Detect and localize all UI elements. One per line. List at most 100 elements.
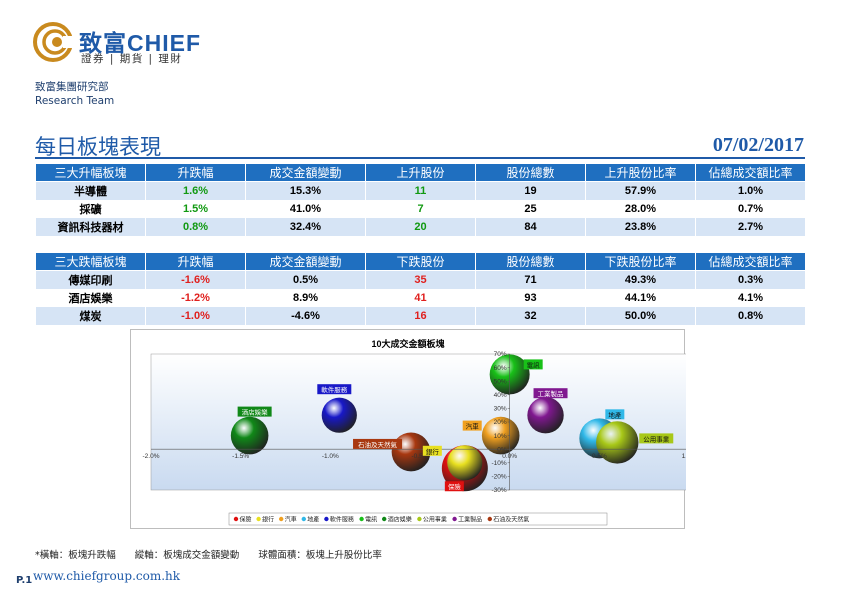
cell-turnover-change: 41.0% [245, 199, 366, 218]
y-tick-label: 30% [494, 406, 507, 413]
y-tick-label: 20% [494, 419, 507, 426]
website-link[interactable]: www.chiefgroup.com.hk [33, 569, 181, 583]
cell-turnover-change: 32.4% [245, 217, 366, 236]
cell-turnover-change: -4.6% [245, 306, 366, 325]
x-tick-label: -1.5% [232, 453, 249, 460]
cell-total-stocks: 71 [475, 270, 586, 289]
bubble-chart: 10大成交金額板塊 -2.0% -1.5% -1.0% -0.5% 0.0% 0.5% 1.… [130, 329, 686, 529]
cell-falling-stocks: 16 [365, 306, 476, 325]
y-tick-label: 0% [497, 446, 507, 453]
bubble-label: 軟件服務 [321, 385, 348, 394]
bubble-label-box [462, 420, 482, 431]
cell-total-stocks: 84 [475, 217, 586, 236]
chief-logo-icon [33, 22, 73, 62]
page-number: P.1 [16, 575, 33, 586]
header-rising-ratio: 上升股份比率 [585, 163, 696, 182]
cell-turnover-share: 1.0% [695, 181, 806, 200]
cell-total-stocks: 93 [475, 288, 586, 307]
header-rising-stocks: 上升股份 [365, 163, 476, 182]
bubble-label: 汽車 [466, 422, 480, 431]
table-header-row: 三大跌幅板塊 升跌幅 成交金額變動 下跌股份 股份總數 下跌股份比率 佔總成交額… [35, 252, 806, 271]
x-tick-label: -2.0% [143, 453, 160, 460]
x-tick-label: 1.0% [682, 453, 686, 460]
cell-change: 0.8% [145, 217, 246, 236]
bubble-label-box [523, 359, 543, 370]
cell-total-stocks: 32 [475, 306, 586, 325]
cell-turnover-share: 4.1% [695, 288, 806, 307]
bubble-1 [447, 445, 483, 481]
footnote-bubble: 球體面積：板塊上升股份比率 [258, 550, 382, 561]
cell-sector: 半導體 [35, 181, 146, 200]
x-tick-label: -1.0% [322, 453, 339, 460]
cell-change: -1.2% [145, 288, 246, 307]
cell-rising-stocks: 7 [365, 199, 476, 218]
legend-entry: 銀行 [262, 515, 274, 523]
table-row: 傳媒印刷 -1.6% 0.5% 35 71 49.3% 0.3% [35, 270, 806, 289]
brand-name: 致富CHIEF [79, 30, 201, 56]
page-title: 每日板塊表現 [35, 135, 161, 159]
cell-sector: 煤炭 [35, 306, 146, 325]
legend-marker [487, 516, 492, 522]
header-total-stocks: 股份總數 [475, 163, 586, 182]
legend-marker [359, 516, 364, 522]
table-header-row: 三大升幅板塊 升跌幅 成交金額變動 上升股份 股份總數 上升股份比率 佔總成交額… [35, 163, 806, 182]
bubble-label-box [444, 481, 464, 492]
y-tick-label: 10% [494, 433, 507, 440]
bubble-6 [230, 416, 269, 455]
chart-title: 10大成交金額板塊 [371, 338, 444, 349]
bubble-8 [527, 397, 564, 434]
legend-entry: 軟件服務 [330, 515, 354, 523]
cell-turnover-change: 0.5% [245, 270, 366, 289]
table-row: 酒店娛樂 -1.2% 8.9% 41 93 44.1% 4.1% [35, 288, 806, 307]
header-total-stocks: 股份總數 [475, 252, 586, 271]
legend-marker [279, 516, 284, 522]
cell-sector: 傳媒印刷 [35, 270, 146, 289]
department-cn: 致富集團研究部 [35, 81, 109, 93]
department: 致富集團研究部 Research Team [35, 80, 114, 108]
table-row: 資訊科技器材 0.8% 32.4% 20 84 23.8% 2.7% [35, 217, 806, 236]
legend-marker [452, 516, 457, 522]
cell-turnover-share: 2.7% [695, 217, 806, 236]
cell-turnover-change: 8.9% [245, 288, 366, 307]
cell-turnover-change: 15.3% [245, 181, 366, 200]
bubble-7 [596, 421, 639, 464]
cell-total-stocks: 19 [475, 181, 586, 200]
cell-rising-ratio: 28.0% [585, 199, 696, 218]
legend-marker [301, 516, 306, 522]
table-row: 半導體 1.6% 15.3% 11 19 57.9% 1.0% [35, 181, 806, 200]
cell-falling-stocks: 35 [365, 270, 476, 289]
legend-entry: 地產 [307, 515, 319, 523]
brand-logo: 致富CHIEF 證券 | 期貨 | 理財 [33, 22, 243, 68]
brand-tagline: 證券 | 期貨 | 理財 [81, 53, 183, 65]
x-tick-label: 0.5% [592, 453, 607, 460]
department-en: Research Team [35, 95, 115, 107]
bubble-label-box [639, 433, 674, 444]
header-change: 升跌幅 [145, 252, 246, 271]
bubble-label: 公用事業 [643, 434, 670, 443]
cell-falling-ratio: 49.3% [585, 270, 696, 289]
cell-change: -1.0% [145, 306, 246, 325]
cell-sector: 酒店娛樂 [35, 288, 146, 307]
bubble-label: 石油及天然氣 [358, 440, 398, 449]
cell-change: -1.6% [145, 270, 246, 289]
cell-rising-stocks: 20 [365, 217, 476, 236]
header-falling-stocks: 下跌股份 [365, 252, 476, 271]
cell-change: 1.6% [145, 181, 246, 200]
y-tick-label: 50% [494, 378, 507, 385]
bubble-label: 酒店娛樂 [242, 408, 269, 417]
chart-footnote: *橫軸：板塊升跌幅 縱軸：板塊成交金額變動 球體面積：板塊上升股份比率 [35, 547, 398, 561]
bubble-label-box [353, 438, 403, 449]
cell-change: 1.5% [145, 199, 246, 218]
top-losers-table: 三大跌幅板塊 升跌幅 成交金額變動 下跌股份 股份總數 下跌股份比率 佔總成交額… [35, 252, 806, 325]
bubble-label: 地產 [608, 410, 622, 419]
cell-sector: 採礦 [35, 199, 146, 218]
report-date: 07/02/2017 [712, 134, 804, 156]
footnote-x-axis: *橫軸：板塊升跌幅 [35, 550, 116, 561]
table-row: 採礦 1.5% 41.0% 7 25 28.0% 0.7% [35, 199, 806, 218]
cell-rising-stocks: 11 [365, 181, 476, 200]
cell-rising-ratio: 57.9% [585, 181, 696, 200]
legend-entry: 酒店娛樂 [388, 515, 412, 523]
legend-entry: 公用事業 [423, 515, 447, 523]
legend-entry: 石油及天然氣 [493, 515, 529, 523]
header-turnover-share: 佔總成交額比率 [695, 252, 806, 271]
